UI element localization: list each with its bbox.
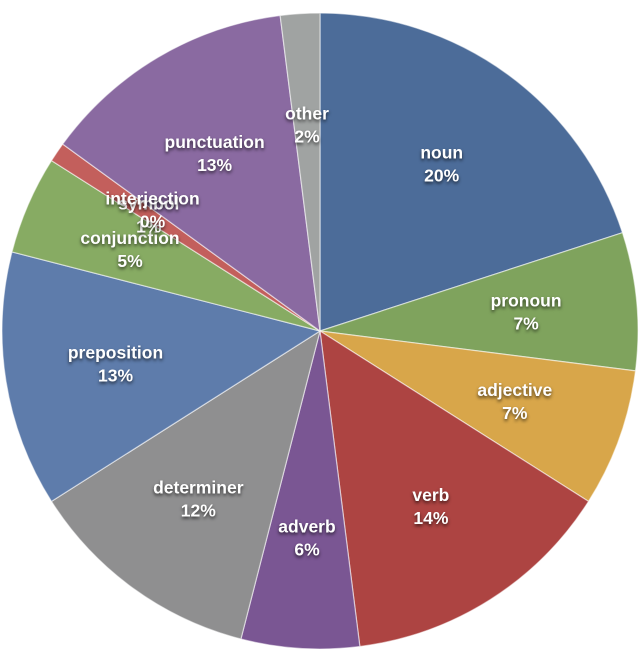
pie-slice-preposition [1,251,321,502]
pie-slice-punctuation [62,14,321,332]
pie-slice-verb [319,330,590,648]
pie-slice-adverb [240,330,361,650]
pie-slice-other [279,12,321,332]
pie-slice-adjective [319,330,637,502]
pie-slice-pronoun [319,232,639,372]
pie-slice-noun [319,12,624,332]
pie-slice-determiner [50,330,321,640]
